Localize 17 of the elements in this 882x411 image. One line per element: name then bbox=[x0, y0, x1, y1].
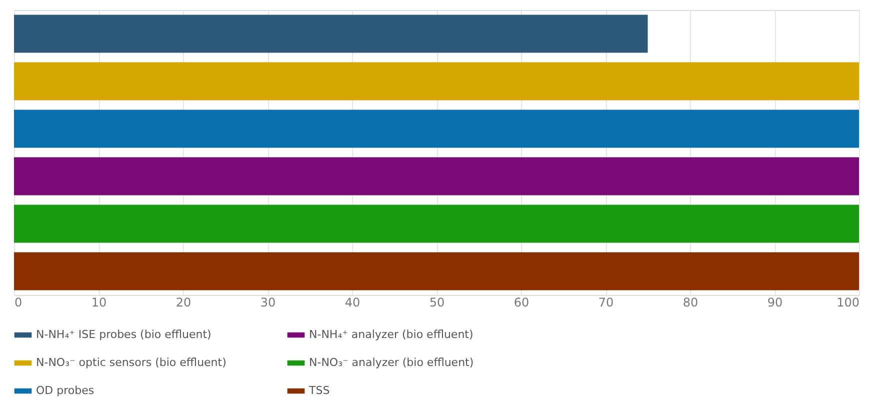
legend-label: N-NH₄⁺ analyzer (bio effluent) bbox=[309, 328, 474, 341]
x-tick-label: 70 bbox=[598, 296, 614, 310]
legend-label: TSS bbox=[308, 384, 330, 397]
x-tick-label: 20 bbox=[176, 296, 192, 310]
legend-label: N-NH₄⁺ ISE probes (bio effluent) bbox=[36, 328, 212, 341]
x-tick-label: 10 bbox=[91, 296, 107, 310]
x-tick-label: 60 bbox=[514, 296, 530, 310]
x-tick-label: 30 bbox=[260, 296, 276, 310]
x-tick-label: 80 bbox=[682, 296, 698, 310]
legend-label: N-NO₃⁻ optic sensors (bio effluent) bbox=[36, 356, 226, 369]
x-tick-label: 100 bbox=[836, 296, 860, 310]
x-tick-label: 40 bbox=[344, 296, 360, 310]
x-tick-label: 50 bbox=[429, 296, 445, 310]
legend-label: OD probes bbox=[36, 384, 94, 397]
x-tick-label: 0 bbox=[14, 296, 22, 310]
legend-label: N-NO₃⁻ analyzer (bio effluent) bbox=[309, 356, 474, 369]
x-tick-label: 90 bbox=[767, 296, 783, 310]
